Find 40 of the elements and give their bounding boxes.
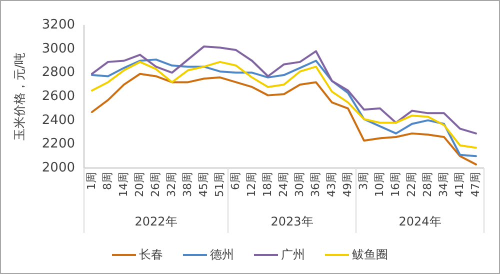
y-tick-label: 2200 (42, 136, 75, 152)
x-tick-label: 6周 (229, 172, 242, 190)
x-tick-label: 49周 (341, 172, 354, 197)
legend-label: 长春 (139, 247, 163, 262)
x-tick-label: 24周 (277, 172, 290, 197)
legend-label: 德州 (210, 247, 234, 262)
x-tick-label: 8周 (101, 172, 114, 190)
y-tick-label: 2600 (42, 89, 75, 104)
x-tick-label: 22周 (405, 172, 418, 197)
text: 2023年 (270, 214, 314, 228)
x-tick-label: 1周 (85, 172, 98, 190)
x-tick-label: 32周 (165, 172, 178, 197)
x-tick-label: 14周 (117, 172, 130, 197)
x-tick-label: 18周 (261, 172, 274, 197)
x-tick-label: 16周 (389, 172, 402, 197)
x-tick-label: 38周 (181, 172, 194, 197)
x-tick-label: 45周 (197, 172, 210, 197)
x-tick-label: 20周 (133, 172, 146, 197)
text: 2022年 (134, 214, 178, 228)
y-tick-label: 2800 (42, 65, 75, 80)
legend-label: 鲅鱼圈 (352, 247, 388, 262)
y-tick-label: 2000 (42, 160, 75, 176)
x-tick-label: 10周 (373, 172, 386, 197)
y-tick-label: 3000 (42, 41, 75, 56)
x-tick-label: 43周 (325, 172, 338, 197)
x-tick-label: 41周 (453, 172, 466, 197)
x-tick-label: 47周 (469, 172, 482, 197)
x-tick-label: 34周 (437, 172, 450, 197)
x-tick-label: 30周 (293, 172, 306, 197)
y-axis-title: 玉米价格，元/吨 (12, 52, 26, 141)
y-tick-label: 3200 (42, 18, 75, 33)
text: 2024年 (398, 214, 442, 228)
x-tick-label: 12周 (245, 172, 258, 197)
legend-label: 广州 (281, 247, 305, 262)
y-tick-label: 2400 (42, 112, 75, 128)
x-tick-label: 3周 (357, 172, 370, 190)
x-tick-label: 28周 (421, 172, 434, 197)
x-tick-label: 36周 (309, 172, 322, 197)
x-tick-label: 26周 (149, 172, 162, 197)
x-tick-label: 51周 (213, 172, 226, 197)
